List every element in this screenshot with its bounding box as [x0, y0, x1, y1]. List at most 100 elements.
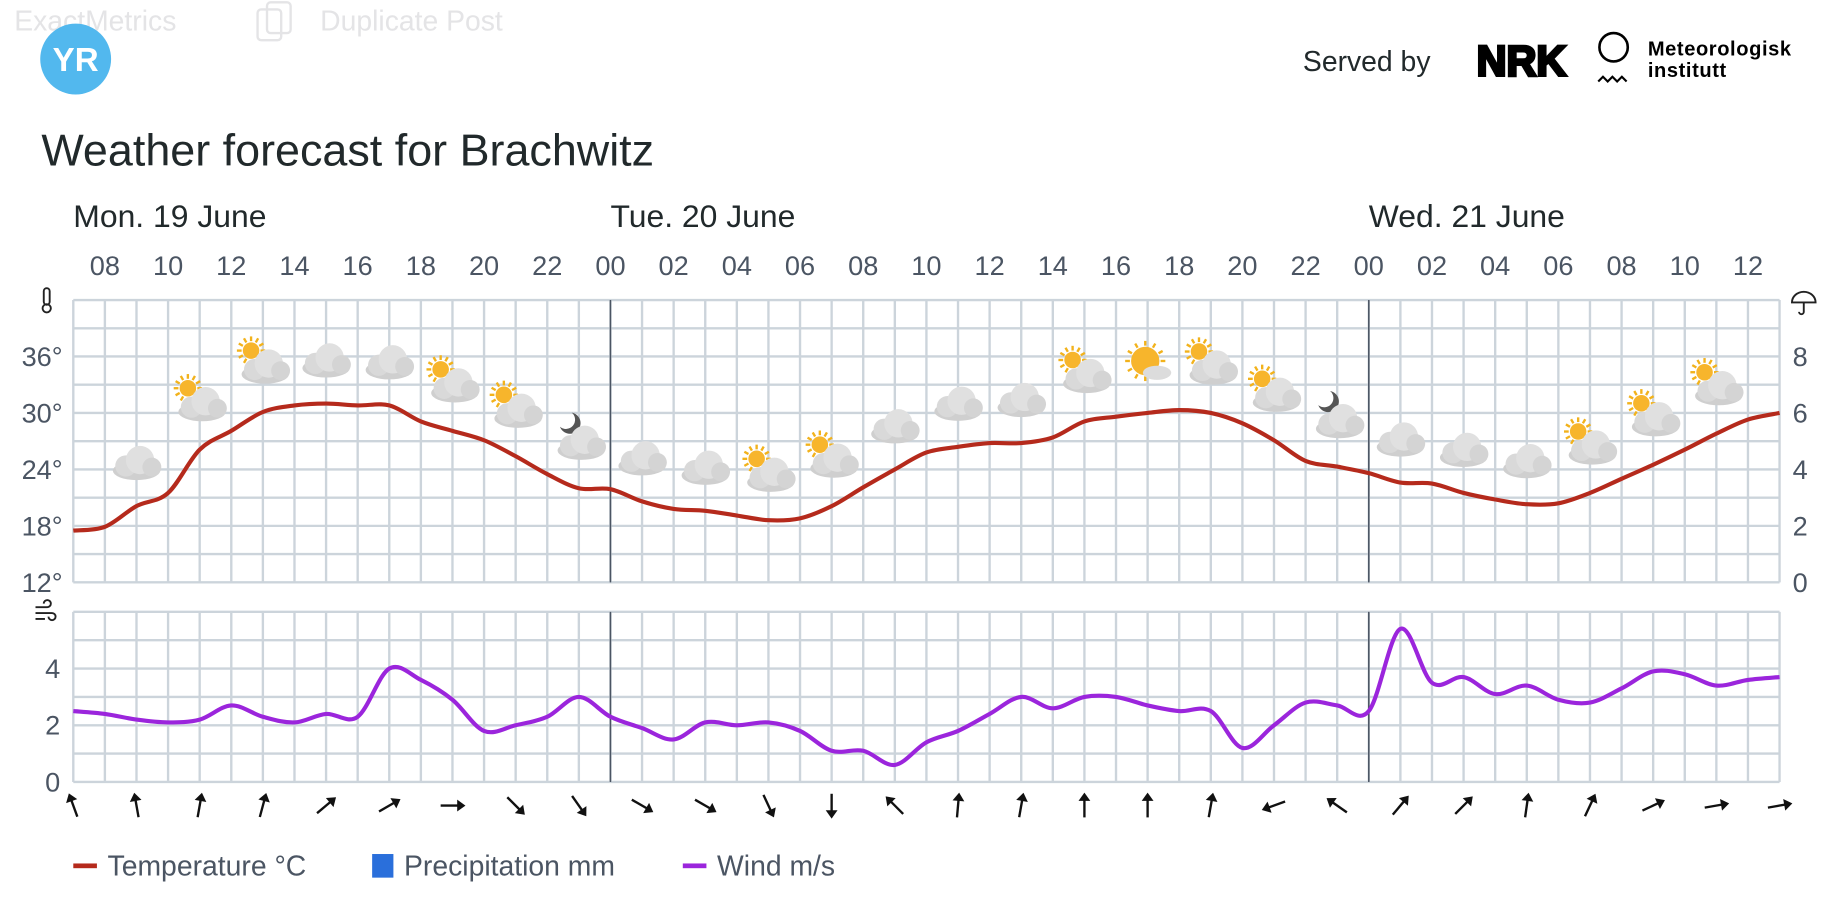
- wind-line: [73, 626, 1780, 768]
- wind-direction-arrow-icon: [194, 792, 207, 818]
- admin-bar-duplicate-post[interactable]: Duplicate Post: [320, 6, 503, 38]
- nrk-logo-text: NRK: [1477, 39, 1567, 86]
- hour-tick-label: 06: [1543, 250, 1573, 281]
- met-line1: Meteorologisk: [1648, 39, 1792, 61]
- hour-tick-label: 08: [1606, 250, 1636, 281]
- hour-tick-label: 20: [1227, 250, 1257, 281]
- precipitation-axis-label: 4: [1793, 454, 1808, 485]
- cloudy-icon: [365, 345, 415, 380]
- wind-direction-arrow-icon: [378, 798, 401, 813]
- temperature-axis-label: 36°: [22, 341, 63, 372]
- partly-cloudy-night-icon: [1315, 390, 1365, 439]
- partly-cloudy-night-icon: [557, 412, 607, 460]
- legend-wind-label: Wind m/s: [717, 850, 835, 882]
- wind-direction-arrow-icon: [1521, 792, 1534, 818]
- hour-tick-label: 14: [1038, 250, 1068, 281]
- precipitation-axis-label: 6: [1793, 397, 1808, 428]
- legend-temperature-label: Temperature °C: [108, 850, 307, 882]
- yr-logo[interactable]: YR: [40, 23, 112, 95]
- precipitation-axis-label: 2: [1793, 510, 1808, 541]
- wind-direction-arrow-icon: [1078, 792, 1091, 818]
- partly-cloudy-day-icon: [489, 380, 543, 428]
- legend-precipitation[interactable]: Precipitation mm: [372, 850, 615, 882]
- legend-temperature[interactable]: Temperature °C: [73, 850, 306, 882]
- wind-direction-arrow-icon: [631, 798, 654, 814]
- partly-cloudy-day-icon: [426, 355, 480, 403]
- wind-direction-arrow-icon: [1205, 792, 1218, 818]
- hour-tick-label: 18: [406, 250, 436, 281]
- met-line2: institutt: [1648, 60, 1727, 82]
- temperature-axis-label: 24°: [22, 454, 63, 485]
- cloudy-icon: [997, 382, 1047, 418]
- day-label: Mon. 19 June: [73, 198, 266, 234]
- wind-direction-arrow-icon: [1261, 800, 1286, 813]
- partly-cloudy-day-icon: [1058, 345, 1112, 394]
- partly-cloudy-day-icon: [1248, 364, 1302, 412]
- cloudy-icon: [618, 441, 667, 476]
- hour-tick-label: 06: [785, 250, 815, 281]
- temperature-line: [73, 401, 1780, 533]
- wind-direction-arrow-icon: [762, 794, 776, 818]
- wind-direction-arrow-icon: [1141, 792, 1154, 818]
- wind-direction-arrow-icon: [1016, 792, 1028, 818]
- wind-direction-arrow-icon: [440, 799, 466, 812]
- wind-direction-arrow-icon: [1767, 798, 1793, 811]
- legend: Temperature °C Precipitation mm Wind m/s: [73, 850, 835, 882]
- hour-tick-label: 20: [469, 250, 499, 281]
- wind-direction-arrow-icon: [885, 796, 905, 815]
- hour-tick-label: 12: [216, 250, 246, 281]
- hour-tick-label: 02: [1417, 250, 1447, 281]
- nrk-logo[interactable]: NRK: [1475, 37, 1568, 87]
- temperature-axis-label: 18°: [22, 510, 63, 541]
- hour-tick-label: 22: [1290, 250, 1320, 281]
- cloudy-icon: [112, 445, 162, 481]
- hour-tick-label: 00: [595, 250, 625, 281]
- wind-direction-arrow-icon: [825, 793, 838, 819]
- hour-tick-label: 16: [343, 250, 373, 281]
- partly-cloudy-day-icon: [173, 374, 227, 422]
- wind-axis-label: 4: [45, 653, 60, 684]
- yr-logo-text: YR: [53, 42, 99, 79]
- partly-cloudy-day-icon: [742, 444, 796, 492]
- hour-tick-label: 10: [911, 250, 941, 281]
- hour-tick-label: 04: [722, 250, 752, 281]
- partly-cloudy-day-icon: [1627, 389, 1681, 437]
- thermometer-icon: [41, 287, 52, 314]
- hour-tick-label: 12: [975, 250, 1005, 281]
- wind-direction-arrow-icon: [506, 796, 525, 815]
- hour-tick-label: 18: [1164, 250, 1194, 281]
- wind-direction-arrow-icon: [258, 793, 270, 818]
- cloudy-icon: [1439, 432, 1489, 467]
- hour-tick-label: 04: [1480, 250, 1510, 281]
- partly-cloudy-day-icon: [1563, 417, 1618, 465]
- wind-axis-label: 2: [45, 710, 60, 741]
- hour-tick-label: 12: [1733, 250, 1763, 281]
- wind-direction-arrow-icon: [694, 798, 717, 814]
- cloudy-icon: [934, 386, 983, 421]
- fair-day-icon: [1125, 340, 1172, 382]
- met-institutt-logo[interactable]: Meteorologisk institutt: [1597, 31, 1792, 84]
- page-title: Weather forecast for Brachwitz: [41, 124, 654, 175]
- hour-tick-label: 22: [532, 250, 562, 281]
- wind-direction-arrow-icon: [1704, 798, 1730, 811]
- cloudy-icon: [681, 450, 731, 485]
- hour-tick-label: 14: [279, 250, 309, 281]
- wind-direction-arrow-icon: [571, 795, 587, 817]
- partly-cloudy-day-icon: [1184, 337, 1238, 385]
- wind-axis-label: 0: [45, 766, 60, 797]
- wind-direction-arrow-icon: [129, 792, 142, 818]
- wind-direction-arrow-icon: [1641, 798, 1665, 812]
- day-label: Tue. 20 June: [610, 198, 795, 234]
- legend-precipitation-label: Precipitation mm: [404, 850, 615, 882]
- precipitation-axis-label: 0: [1793, 567, 1808, 598]
- hour-tick-label: 16: [1101, 250, 1131, 281]
- legend-wind[interactable]: Wind m/s: [682, 850, 835, 882]
- hour-tick-label: 10: [1670, 250, 1700, 281]
- cloudy-icon: [1503, 443, 1552, 479]
- hour-tick-label: 02: [659, 250, 689, 281]
- hour-tick-label: 08: [848, 250, 878, 281]
- hour-tick-label: 10: [153, 250, 183, 281]
- umbrella-icon: [1791, 290, 1817, 316]
- wind-direction-arrow-icon: [1391, 795, 1409, 816]
